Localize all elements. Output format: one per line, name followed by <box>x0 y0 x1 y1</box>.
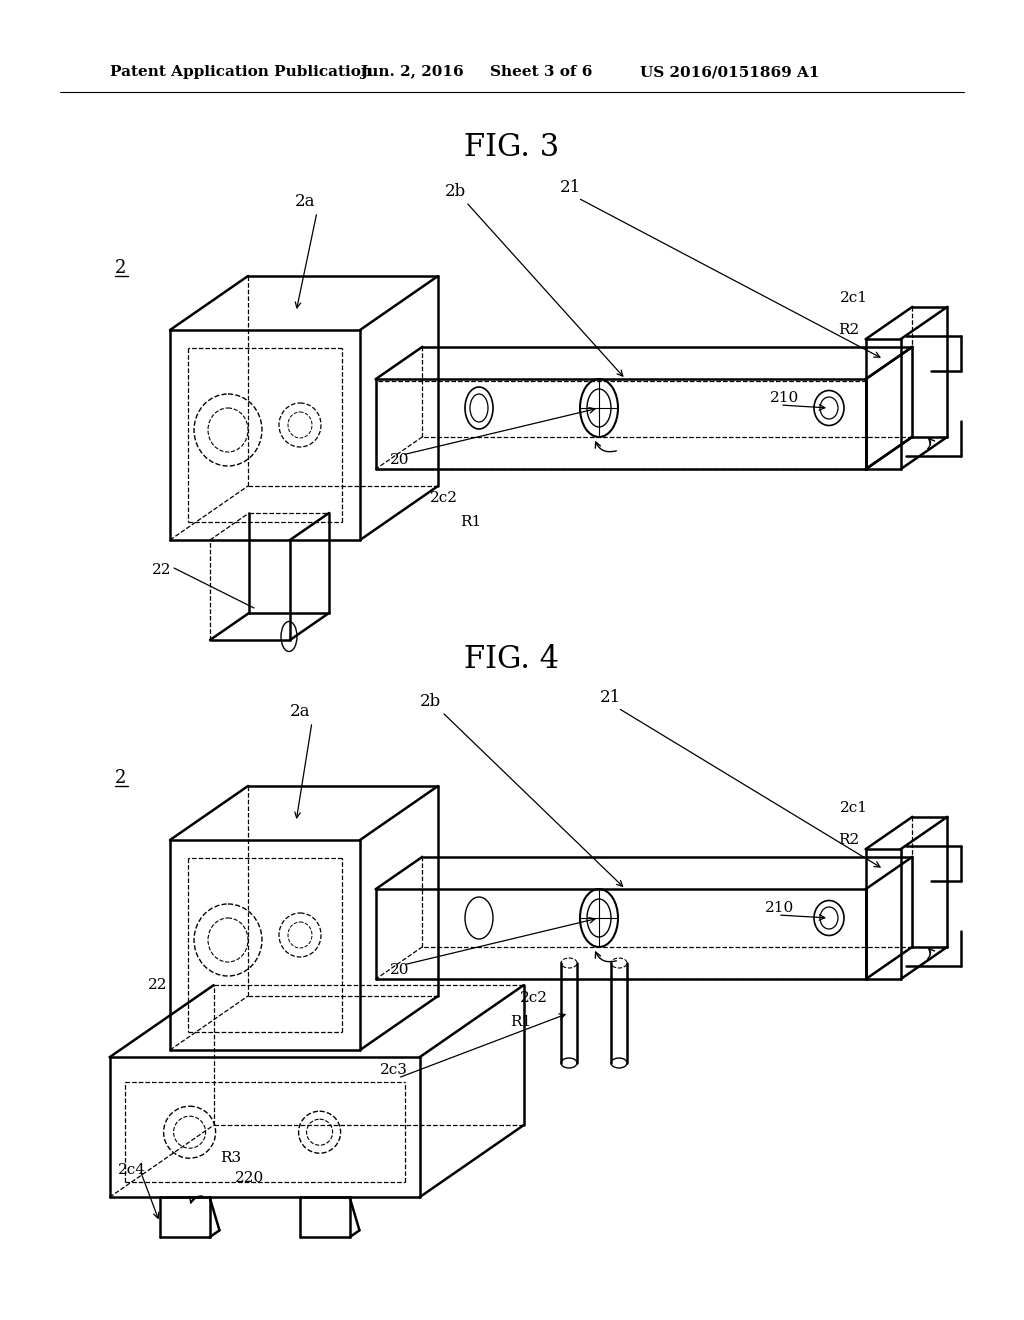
Text: 210: 210 <box>770 391 800 405</box>
Text: FIG. 4: FIG. 4 <box>465 644 559 676</box>
Text: 2a: 2a <box>290 704 310 721</box>
Text: R1: R1 <box>510 1015 531 1030</box>
Text: 21: 21 <box>560 180 582 197</box>
Text: 2: 2 <box>115 259 126 277</box>
Text: R1: R1 <box>460 515 481 529</box>
Text: 2c2: 2c2 <box>430 491 458 506</box>
Text: 22: 22 <box>152 564 171 577</box>
Text: FIG. 3: FIG. 3 <box>464 132 560 164</box>
Text: 2c3: 2c3 <box>380 1063 408 1077</box>
Text: Patent Application Publication: Patent Application Publication <box>110 65 372 79</box>
Text: R3: R3 <box>220 1151 241 1166</box>
Text: 2: 2 <box>115 770 126 787</box>
Text: 20: 20 <box>390 964 410 977</box>
Text: Jun. 2, 2016: Jun. 2, 2016 <box>360 65 464 79</box>
Text: Sheet 3 of 6: Sheet 3 of 6 <box>490 65 592 79</box>
Text: 2b: 2b <box>420 693 441 710</box>
Text: 220: 220 <box>234 1171 264 1185</box>
Text: 2b: 2b <box>445 183 466 201</box>
Text: 22: 22 <box>148 978 168 993</box>
Text: US 2016/0151869 A1: US 2016/0151869 A1 <box>640 65 819 79</box>
Text: 2c4: 2c4 <box>118 1163 146 1177</box>
Text: 21: 21 <box>600 689 622 706</box>
Text: 2c1: 2c1 <box>840 290 868 305</box>
Text: 210: 210 <box>765 902 795 915</box>
Text: R2: R2 <box>838 323 859 337</box>
Text: 20: 20 <box>390 453 410 467</box>
Text: 2c1: 2c1 <box>840 801 868 814</box>
Text: 2c2: 2c2 <box>520 991 548 1005</box>
Text: 2a: 2a <box>295 194 315 210</box>
Text: R2: R2 <box>838 833 859 847</box>
